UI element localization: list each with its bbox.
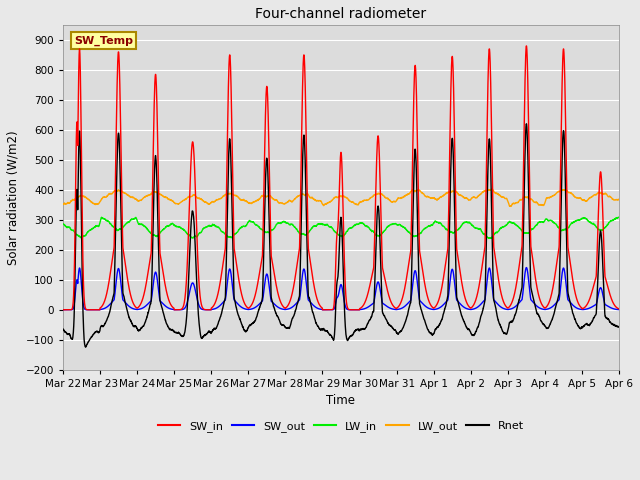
Title: Four-channel radiometer: Four-channel radiometer	[255, 7, 426, 21]
Legend: SW_in, SW_out, LW_in, LW_out, Rnet: SW_in, SW_out, LW_in, LW_out, Rnet	[154, 417, 528, 436]
X-axis label: Time: Time	[326, 395, 355, 408]
Text: SW_Temp: SW_Temp	[74, 35, 133, 46]
Y-axis label: Solar radiation (W/m2): Solar radiation (W/m2)	[7, 130, 20, 264]
